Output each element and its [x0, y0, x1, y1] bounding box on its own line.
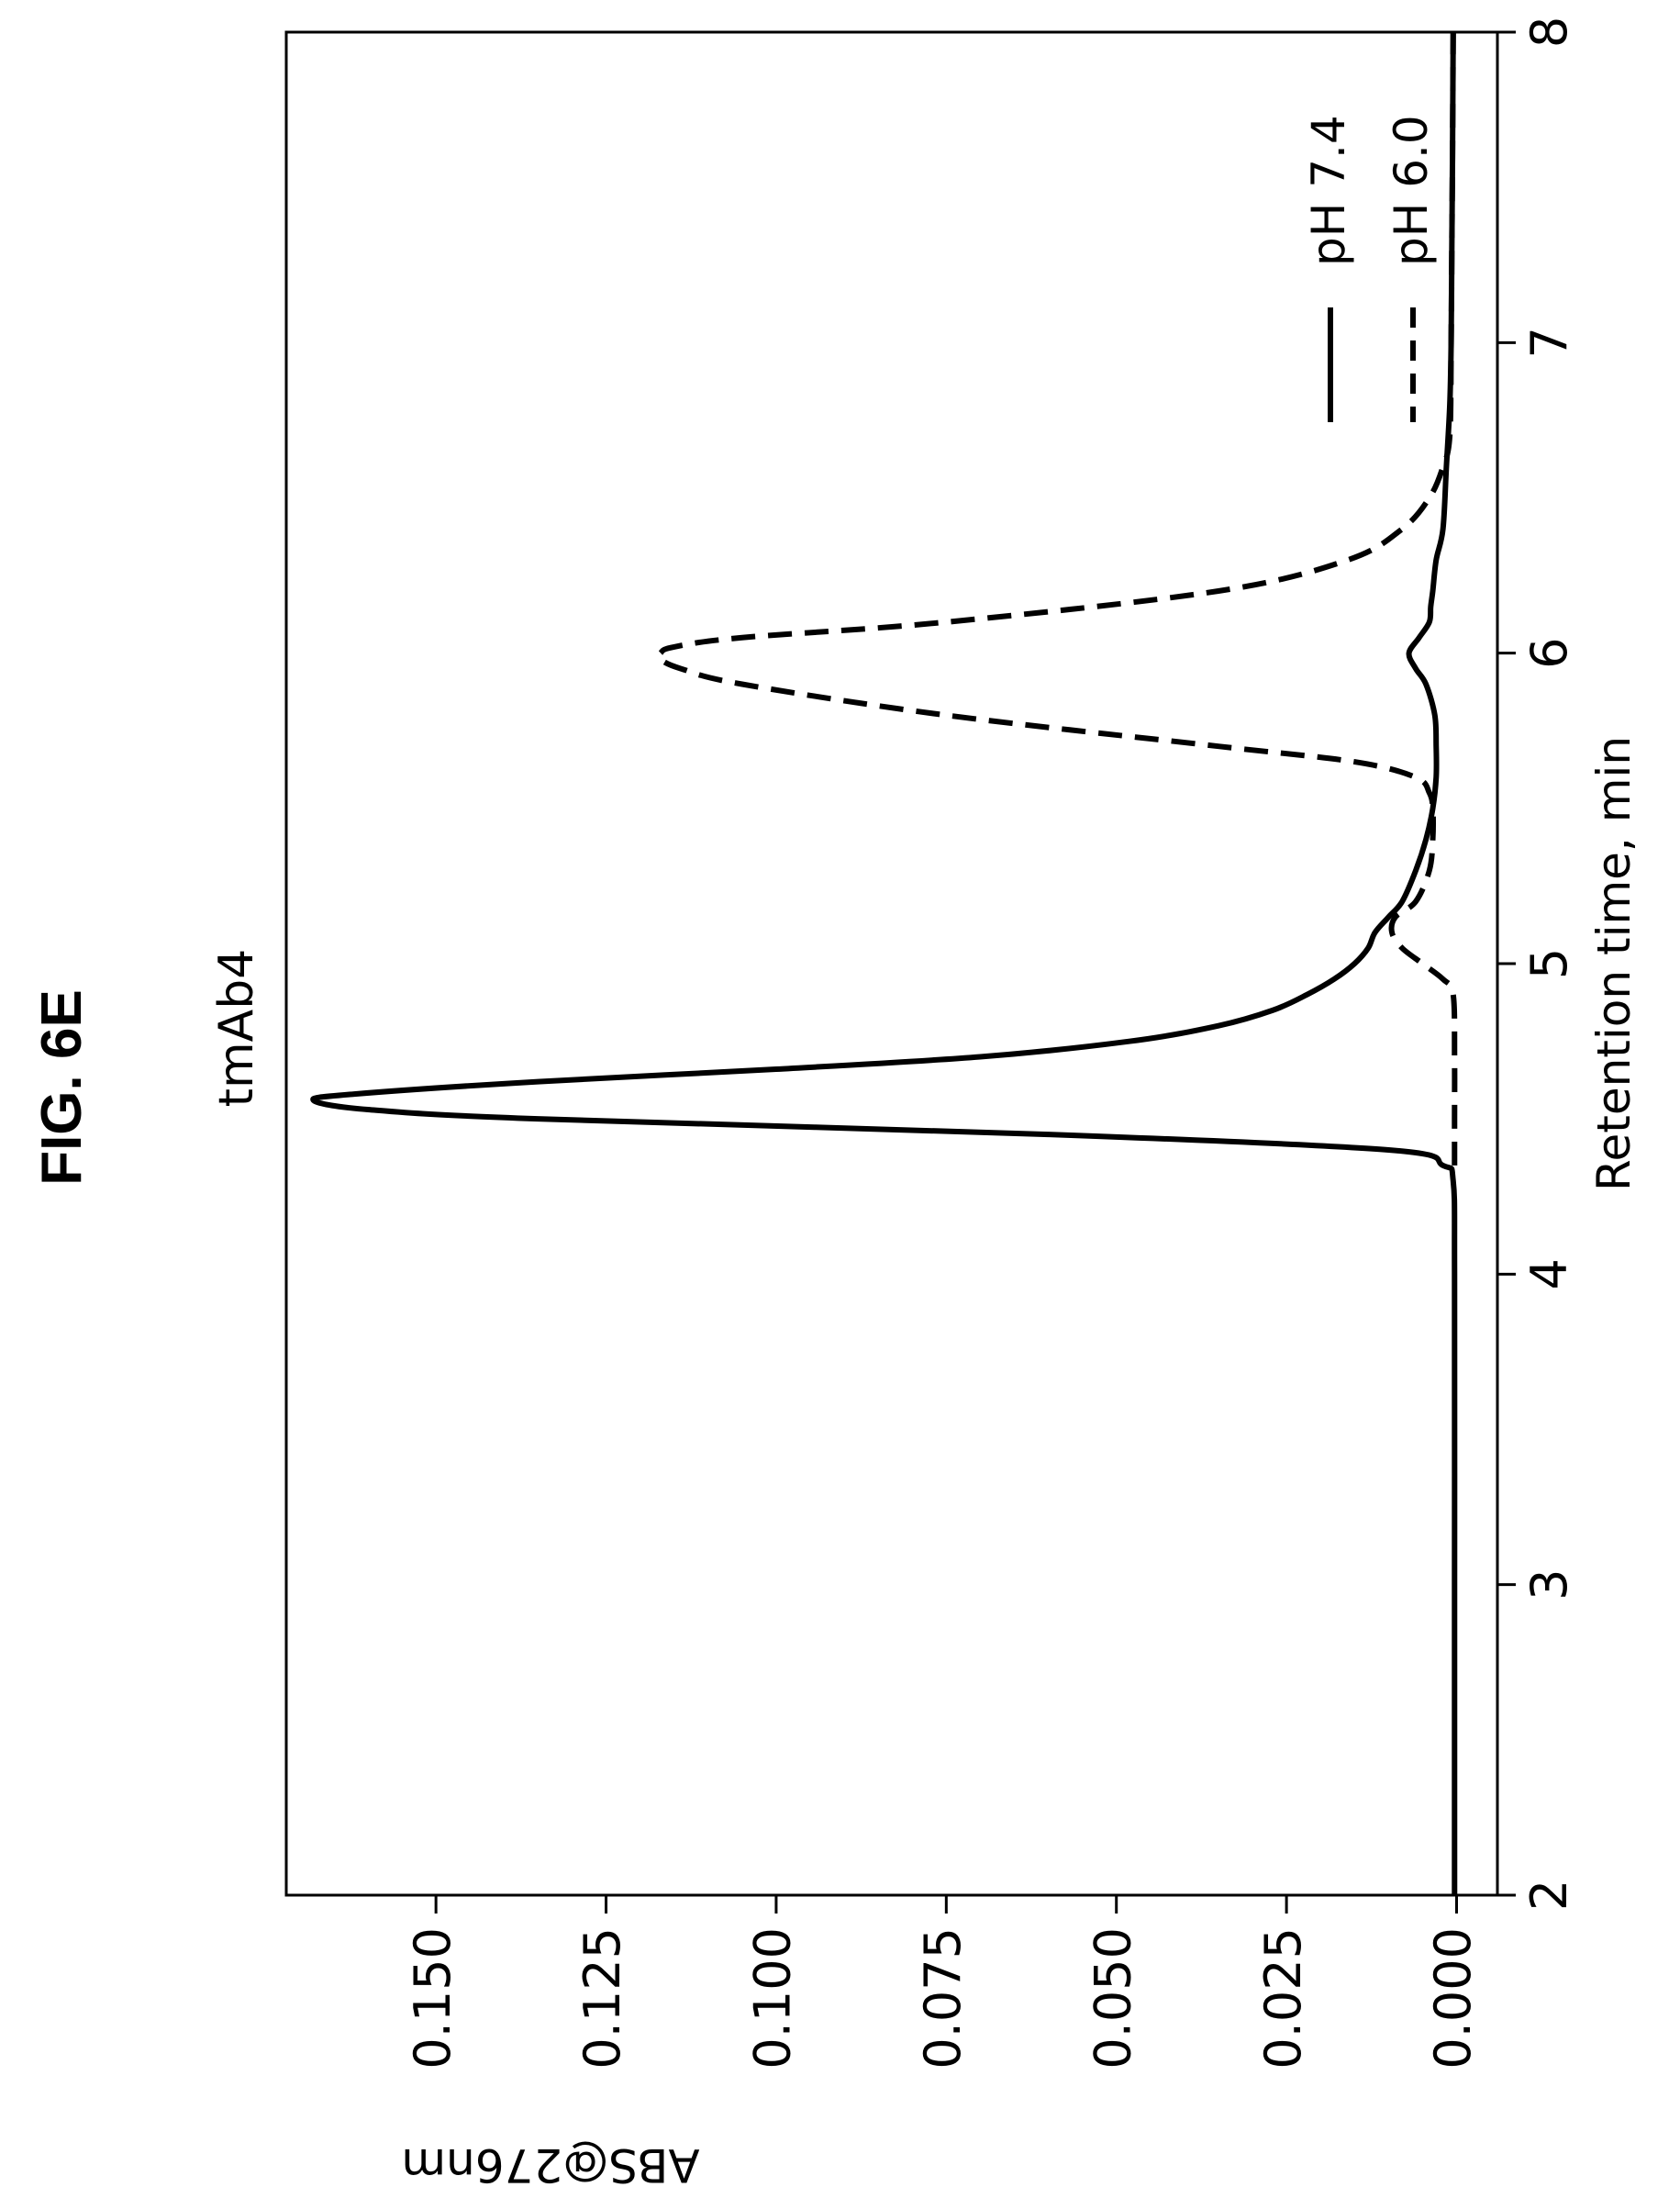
legend-label-ph74: pH 7.4: [1302, 115, 1355, 266]
figure-label: FIG. 6E: [30, 989, 94, 1186]
legend: pH 7.4 pH 6.0: [1302, 115, 1438, 422]
legend-label-ph60: pH 6.0: [1385, 115, 1438, 266]
y-tick-label: 0.075: [914, 1927, 972, 2070]
y-tick-label: 0.000: [1424, 1927, 1482, 2070]
plot-frame: [284, 30, 1499, 1897]
y-tick-label: 0.025: [1254, 1927, 1312, 2070]
x-axis-label: Retention time, min: [1587, 736, 1641, 1191]
y-tick-label: 0.150: [404, 1927, 462, 2070]
x-tick-label: 4: [1520, 1258, 1578, 1289]
series-group: [310, 31, 1458, 1895]
chart-title: tmAb4: [209, 949, 264, 1108]
x-tick-label: 3: [1520, 1568, 1578, 1600]
y-axis-label: ABS@276nm: [401, 2138, 699, 2187]
y-tick-label: 0.050: [1084, 1927, 1141, 2070]
axis-ticks: 2 3 4 5 6 7 8 0.000 0.025 0.050 0.075 0.100 0.125 0.1…: [404, 17, 1578, 2070]
x-tick-label: 2: [1520, 1880, 1578, 1911]
x-tick-label: 6: [1520, 637, 1578, 668]
y-tick-label: 0.125: [573, 1927, 631, 2070]
y-tick-label: 0.100: [744, 1927, 802, 2070]
x-tick-label: 5: [1520, 948, 1578, 979]
x-tick-label: 7: [1520, 327, 1578, 358]
series-line-ph74: [310, 31, 1458, 1895]
series-line-ph60: [655, 31, 1458, 1166]
x-tick-label: 8: [1520, 17, 1578, 48]
